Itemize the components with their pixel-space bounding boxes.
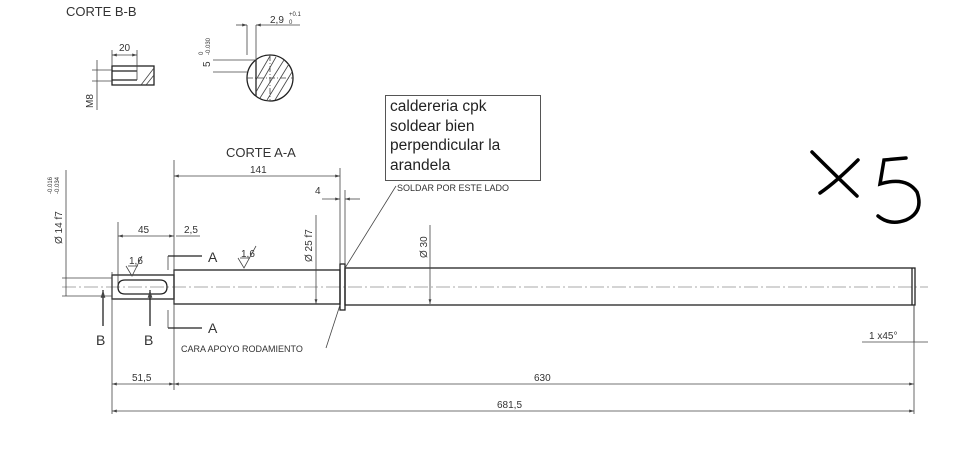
dim-dia-30: Ø 30 bbox=[419, 236, 430, 258]
bearing-leader bbox=[325, 304, 341, 349]
weld-note: SOLDAR POR ESTE LADO bbox=[397, 183, 509, 193]
section-b-cross-section bbox=[213, 23, 300, 102]
section-a-cut-marks bbox=[167, 255, 202, 329]
note-line-2: soldear bien bbox=[390, 117, 475, 135]
dim-dia-14-tol-bot: -0.034 bbox=[55, 176, 61, 194]
roughness-symbol-2 bbox=[237, 245, 257, 269]
dim-key-width: 20 bbox=[119, 43, 131, 54]
note-line-3: perpendicular la bbox=[390, 137, 501, 154]
dim-681-5: 681,5 bbox=[497, 400, 522, 411]
section-mark-b-right: B bbox=[144, 332, 153, 348]
dim-630: 630 bbox=[534, 373, 551, 384]
bearing-note: CARA APOYO RODAMIENTO bbox=[181, 344, 303, 354]
dim-4: 4 bbox=[315, 186, 321, 197]
handwritten-quantity bbox=[810, 150, 921, 224]
dim-dia-25: Ø 25 f7 bbox=[304, 229, 315, 262]
dim-thread: M8 bbox=[85, 94, 96, 108]
section-mark-a-bottom: A bbox=[208, 320, 218, 336]
roughness-symbol-1 bbox=[125, 255, 143, 277]
dim-key-depth-tol-top: +0.1 bbox=[289, 12, 302, 18]
dim-dia-14-tol-top: -0.016 bbox=[48, 176, 54, 194]
weld-leader bbox=[344, 185, 397, 269]
dim-dia-14: Ø 14 f7 bbox=[54, 211, 65, 244]
dim-45: 45 bbox=[138, 225, 150, 236]
shaft bbox=[111, 160, 916, 414]
section-mark-a-top: A bbox=[208, 249, 218, 265]
dim-key-depth-tol-bot: 0 bbox=[289, 20, 293, 26]
dim-51-5: 51,5 bbox=[132, 373, 152, 384]
section-a-title: CORTE A-A bbox=[226, 145, 296, 160]
note-line-1: caldereria cpk bbox=[390, 98, 487, 115]
dim-flat: 5 bbox=[202, 61, 213, 67]
rough-2: 1,6 bbox=[241, 249, 255, 260]
section-mark-b-left: B bbox=[96, 332, 105, 348]
dim-key-depth: 2,9 bbox=[270, 15, 284, 26]
dim-chamfer: 1 x45° bbox=[869, 331, 897, 342]
section-b-title: CORTE B-B bbox=[66, 4, 137, 19]
section-b-arrows bbox=[100, 290, 153, 326]
dim-2-5: 2,5 bbox=[184, 225, 198, 236]
section-b-key-detail bbox=[92, 50, 155, 110]
dim-141: 141 bbox=[250, 165, 267, 176]
rough-1: 1,6 bbox=[129, 256, 143, 267]
dim-flat-tol0: 0 bbox=[199, 51, 205, 55]
note-line-4: arandela bbox=[390, 156, 451, 174]
dim-flat-tol: -0.030 bbox=[206, 37, 212, 55]
weld-instruction-note: caldereria cpk soldear bien perpendicula… bbox=[385, 95, 541, 181]
